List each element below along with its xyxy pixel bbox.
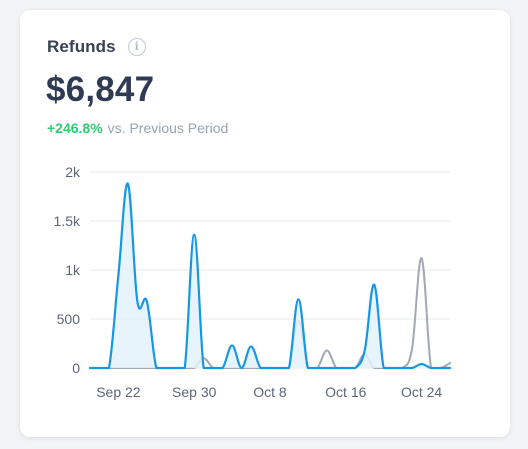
y-tick-label: 0 [72, 360, 80, 376]
comparison-label: vs. Previous Period [107, 120, 229, 136]
card-title: Refunds [47, 37, 116, 56]
y-tick-label: 1k [65, 262, 81, 278]
x-tick-label: Oct 8 [253, 384, 287, 400]
refund-amount: $6,847 [46, 70, 155, 109]
current-series-area [90, 183, 450, 368]
x-tick-label: Sep 22 [96, 384, 141, 400]
y-tick-label: 2k [65, 164, 81, 180]
change-percent: +246.8% [47, 120, 103, 136]
y-tick-label: 1.5k [54, 213, 81, 229]
card-header: Refunds i [47, 37, 146, 57]
x-tick-label: Sep 30 [172, 384, 217, 400]
x-tick-label: Oct 16 [325, 384, 366, 400]
period-comparison: +246.8% vs. Previous Period [47, 120, 228, 136]
refunds-card: Refunds i $6,847 +246.8% vs. Previous Pe… [20, 10, 510, 437]
y-tick-label: 500 [57, 311, 81, 327]
info-icon[interactable]: i [127, 38, 146, 56]
current-series-line [88, 182, 452, 370]
x-tick-label: Oct 24 [401, 384, 442, 400]
